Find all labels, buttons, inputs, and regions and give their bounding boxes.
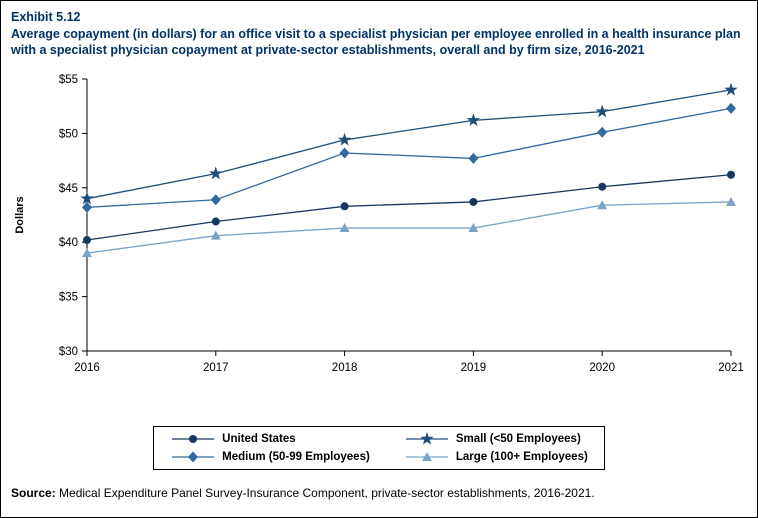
legend-label: Small (<50 Employees) [455,432,581,445]
star-data-point [337,132,352,146]
y-tick-label: $55 [59,74,78,86]
circle-data-point [189,434,198,443]
triangle-data-point [82,247,92,257]
x-tick-label: 2019 [461,362,487,374]
chart-title: Average copayment (in dollars) for an of… [11,26,741,58]
x-tick-label: 2020 [589,362,615,374]
y-tick-label: $40 [59,237,78,249]
legend-row: United States Small (<50 Employees) Medium… [9,425,749,470]
chart-area: Dollars $30 $35 $40 $45 $50 $55 2016 2017 2018 20… [9,67,751,390]
triangle-data-point [421,451,432,461]
legend-label: United States [222,432,296,445]
legend-label: Large (100+ Employees) [455,450,588,463]
diamond-data-point [188,451,199,462]
legend: United States Small (<50 Employees) Medium… [153,425,605,470]
circle-marker-icon [172,434,215,443]
series-line [86,173,732,241]
x-tick-label: 2021 [718,362,744,374]
circle-data-point [727,170,735,179]
diamond-data-point [726,102,736,114]
chart-header: Exhibit 5.12 Average copayment (in dolla… [9,7,749,67]
circle-data-point [211,217,220,226]
exhibit-number: Exhibit 5.12 [11,10,81,24]
legend-item: United States [170,431,370,447]
circle-data-point [340,201,349,210]
legend-item: Large (100+ Employees) [404,449,588,465]
diamond-marker-icon [172,451,215,462]
series-line [86,200,732,254]
source-label: Source: [11,485,56,500]
y-tick-label: $35 [59,291,78,303]
star-data-point [420,431,434,445]
star-data-point [595,104,609,117]
diamond-data-point [468,152,479,164]
triangle-data-point [339,222,350,232]
diamond-data-point [82,201,92,213]
x-tick-label: 2016 [74,362,100,374]
y-axis-label: Dollars [14,196,26,233]
source-text: Medical Expenditure Panel Survey-Insuran… [55,485,595,500]
diamond-data-point [210,193,221,205]
triangle-data-point [726,196,736,206]
diamond-data-point [597,126,608,138]
circle-data-point [598,182,607,191]
line-chart: Dollars $30 $35 $40 $45 $50 $55 2016 2017 2018 20… [14,74,744,374]
legend-item: Medium (50-99 Employees) [170,449,370,465]
legend-label: Medium (50-99 Employees) [222,450,370,463]
triangle-data-point [210,230,221,240]
x-tick-label: 2018 [332,362,358,374]
circle-data-point [83,235,91,244]
x-tick-label: 2017 [203,362,229,374]
triangle-data-point [468,222,479,232]
star-data-point [466,112,481,126]
series-line [86,88,732,199]
star-data-point [209,166,223,179]
diamond-data-point [339,146,350,158]
star-data-point [80,191,94,204]
source-note: Source: Medical Expenditure Panel Survey… [9,486,749,500]
star-marker-icon [405,431,448,445]
triangle-data-point [597,199,608,209]
y-tick-label: $45 [59,182,78,194]
y-tick-label: $50 [59,128,78,140]
circle-data-point [469,197,478,206]
triangle-marker-icon [405,451,448,461]
legend-item: Small (<50 Employees) [404,431,588,447]
y-tick-label: $30 [59,346,78,358]
star-data-point [724,82,738,96]
series-line [86,107,732,208]
